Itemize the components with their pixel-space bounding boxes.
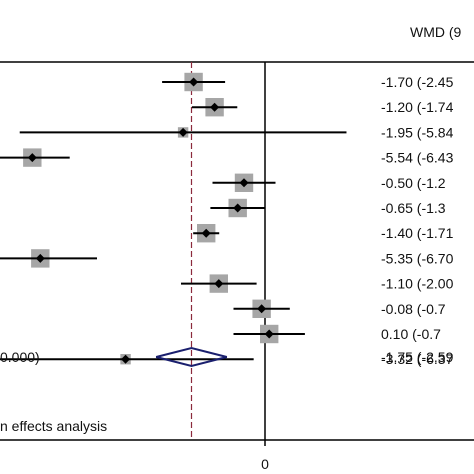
study-ci-label: -1.70 (-2.45	[381, 74, 454, 90]
analysis-label: n effects analysis	[0, 418, 107, 434]
study-ci-label: -0.50 (-1.2	[381, 175, 446, 191]
study-ci-label: -3.32 (-6.37	[381, 351, 454, 367]
study-row: 0.10 (-0.7	[233, 324, 441, 344]
study-ci-label: -1.10 (-2.00	[381, 276, 454, 292]
study-ci-label: 0.10 (-0.7	[381, 326, 441, 342]
study-ci-label: -1.20 (-1.74	[381, 99, 454, 115]
study-ci-label: -1.40 (-1.71	[381, 225, 454, 241]
study-point-estimate	[239, 178, 249, 188]
study-ci-label: -5.35 (-6.70	[381, 250, 454, 266]
study-point-estimate	[257, 304, 267, 314]
overall-effect-diamond	[155, 346, 228, 368]
study-row: -0.50 (-1.2	[212, 173, 446, 192]
x-tick-label-0: 0	[261, 456, 269, 472]
study-ci-label: -0.65 (-1.3	[381, 200, 446, 216]
study-row: -1.10 (-2.00	[181, 274, 454, 293]
overall-left-label: 0.000)	[0, 349, 40, 365]
study-row: -0.08 (-0.7	[233, 299, 446, 318]
study-row: -1.70 (-2.45	[162, 72, 454, 92]
study-row: -3.32 (-6.37	[0, 351, 454, 367]
study-row: -5.54 (-6.43	[0, 148, 454, 167]
study-row: -1.20 (-1.74	[191, 98, 454, 117]
study-point-estimate	[264, 329, 274, 339]
study-point-estimate	[35, 253, 45, 263]
study-point-estimate	[121, 354, 131, 364]
study-row: -5.35 (-6.70	[0, 249, 454, 268]
study-point-estimate	[189, 77, 199, 87]
study-point-estimate	[233, 203, 243, 213]
study-point-estimate	[210, 102, 220, 112]
study-row: -1.40 (-1.71	[193, 224, 454, 243]
study-ci-label: -0.08 (-0.7	[381, 301, 446, 317]
study-point-estimate	[214, 279, 224, 289]
study-ci-label: -1.95 (-5.84	[381, 124, 454, 140]
study-row: -0.65 (-1.3	[210, 198, 446, 218]
study-point-estimate	[178, 127, 188, 137]
study-point-estimate	[201, 228, 211, 238]
column-header: WMD (9	[410, 24, 462, 40]
study-point-estimate	[27, 153, 37, 163]
study-row: -1.95 (-5.84	[19, 124, 454, 140]
study-ci-label: -5.54 (-6.43	[381, 150, 454, 166]
overall-ci-label: -1.75 (-2.59	[381, 349, 454, 365]
